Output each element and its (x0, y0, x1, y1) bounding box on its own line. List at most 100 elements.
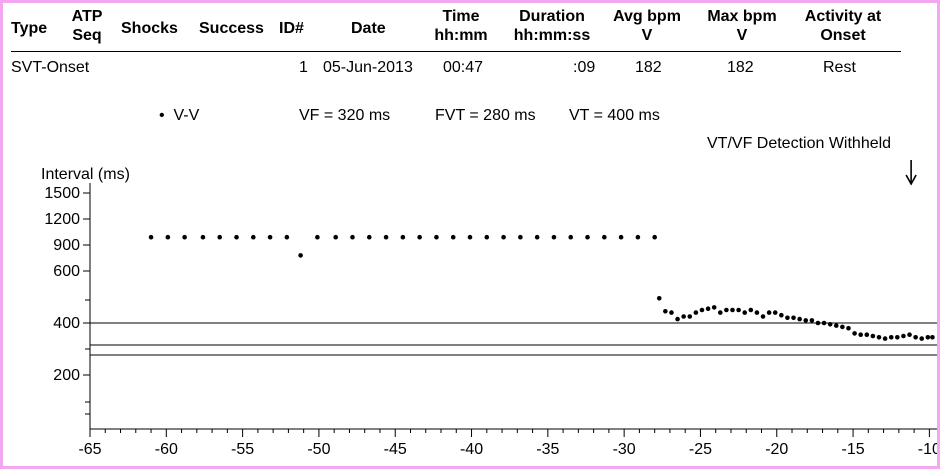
data-point (400, 234, 406, 240)
data-point (870, 333, 876, 339)
data-point (635, 234, 641, 240)
data-point (350, 234, 355, 240)
header-max-bpm: Max bpm V (707, 8, 777, 44)
data-point (846, 325, 851, 331)
data-point (284, 234, 290, 240)
data-point (717, 310, 723, 315)
data-point (925, 335, 931, 340)
legend-vt: VT = 400 ms (569, 107, 660, 124)
header-activity: Activity at Onset (804, 8, 882, 44)
y-tick-label: 400 (53, 315, 80, 332)
data-point (681, 314, 686, 319)
data-point (652, 234, 657, 240)
header-success: Success (199, 20, 264, 37)
cell-duration: :09 (573, 59, 596, 76)
down-arrow-icon (905, 174, 917, 186)
data-point (930, 335, 935, 340)
data-point (779, 312, 784, 318)
x-tick-label: -30 (613, 441, 636, 458)
data-point (901, 333, 906, 339)
cell-max-bpm: 182 (727, 59, 754, 76)
data-point (315, 234, 320, 240)
data-point (333, 234, 339, 240)
y-tick-label: 1500 (44, 185, 80, 202)
data-point (534, 234, 540, 240)
data-point (772, 310, 778, 315)
data-point (618, 234, 624, 240)
interval-chart: 1500 1200 900 600 400 200 -65 -60 -55 -50 -45 -40 -3… (44, 160, 937, 458)
data-point (501, 234, 506, 240)
data-point (165, 234, 171, 240)
data-point (383, 234, 389, 240)
data-point (785, 315, 790, 321)
data-point (888, 335, 894, 340)
x-tick-label: -25 (689, 441, 712, 458)
data-point (907, 332, 912, 338)
data-point (699, 307, 705, 313)
data-point (687, 314, 693, 319)
header-date: Date (351, 20, 386, 37)
y-tick-label: 900 (53, 237, 80, 254)
data-point (809, 318, 815, 323)
data-point (766, 310, 772, 315)
header-shocks: Shocks (121, 20, 178, 37)
cell-avg-bpm: 182 (635, 59, 662, 76)
data-point (736, 307, 741, 313)
data-point (518, 234, 523, 240)
header-type: Type (11, 20, 48, 37)
data-point (675, 316, 680, 322)
header-time: Time hh:mm (434, 8, 488, 44)
data-point (551, 234, 557, 240)
x-tick-label: -35 (536, 441, 559, 458)
data-point (450, 234, 456, 240)
data-point (217, 234, 223, 240)
data-point (182, 234, 187, 240)
x-tick-label: -55 (231, 441, 254, 458)
data-point (827, 322, 833, 327)
data-point (711, 305, 717, 310)
data-point (200, 234, 206, 240)
data-point (882, 336, 888, 341)
cell-time: 00:47 (443, 59, 484, 76)
y-tick-label: 600 (53, 263, 80, 280)
x-tick-label: -40 (460, 441, 483, 458)
data-point (298, 253, 303, 258)
data-point (585, 234, 590, 240)
data-point (467, 234, 473, 240)
legend-series: • V-V (159, 106, 199, 125)
data-point (730, 307, 735, 313)
data-point (602, 234, 607, 240)
header-avg-bpm: Avg bpm V (613, 8, 681, 44)
legend-series-label: V-V (173, 107, 200, 124)
legend-vf: VF = 320 ms (299, 107, 391, 124)
x-tick-label: -60 (155, 441, 178, 458)
x-tick-label: -50 (307, 441, 330, 458)
data-point (760, 314, 766, 319)
data-point (895, 335, 900, 340)
data-point (148, 234, 154, 240)
data-point (693, 310, 699, 315)
data-point (663, 309, 668, 314)
data-point (748, 307, 754, 313)
y-tick-label: 200 (53, 367, 80, 384)
cell-type: SVT-Onset (11, 59, 90, 76)
cell-activity: Rest (823, 59, 856, 76)
data-point (913, 335, 918, 340)
cell-id: 1 (299, 59, 308, 76)
legend-fvt: FVT = 280 ms (435, 107, 536, 124)
data-point (267, 234, 273, 240)
detection-withheld-annotation: VT/VF Detection Withheld (707, 135, 892, 152)
y-tick-label: 1200 (44, 211, 80, 228)
x-tick-label: -10 (918, 441, 937, 458)
data-point (852, 331, 857, 336)
x-tick-label: -65 (78, 441, 101, 458)
data-point (705, 306, 711, 312)
data-point (568, 234, 574, 240)
data-point (434, 234, 439, 240)
data-point (840, 324, 845, 330)
data-point (797, 316, 802, 322)
data-point (724, 307, 729, 313)
data-point (821, 320, 827, 326)
data-point (919, 336, 925, 341)
